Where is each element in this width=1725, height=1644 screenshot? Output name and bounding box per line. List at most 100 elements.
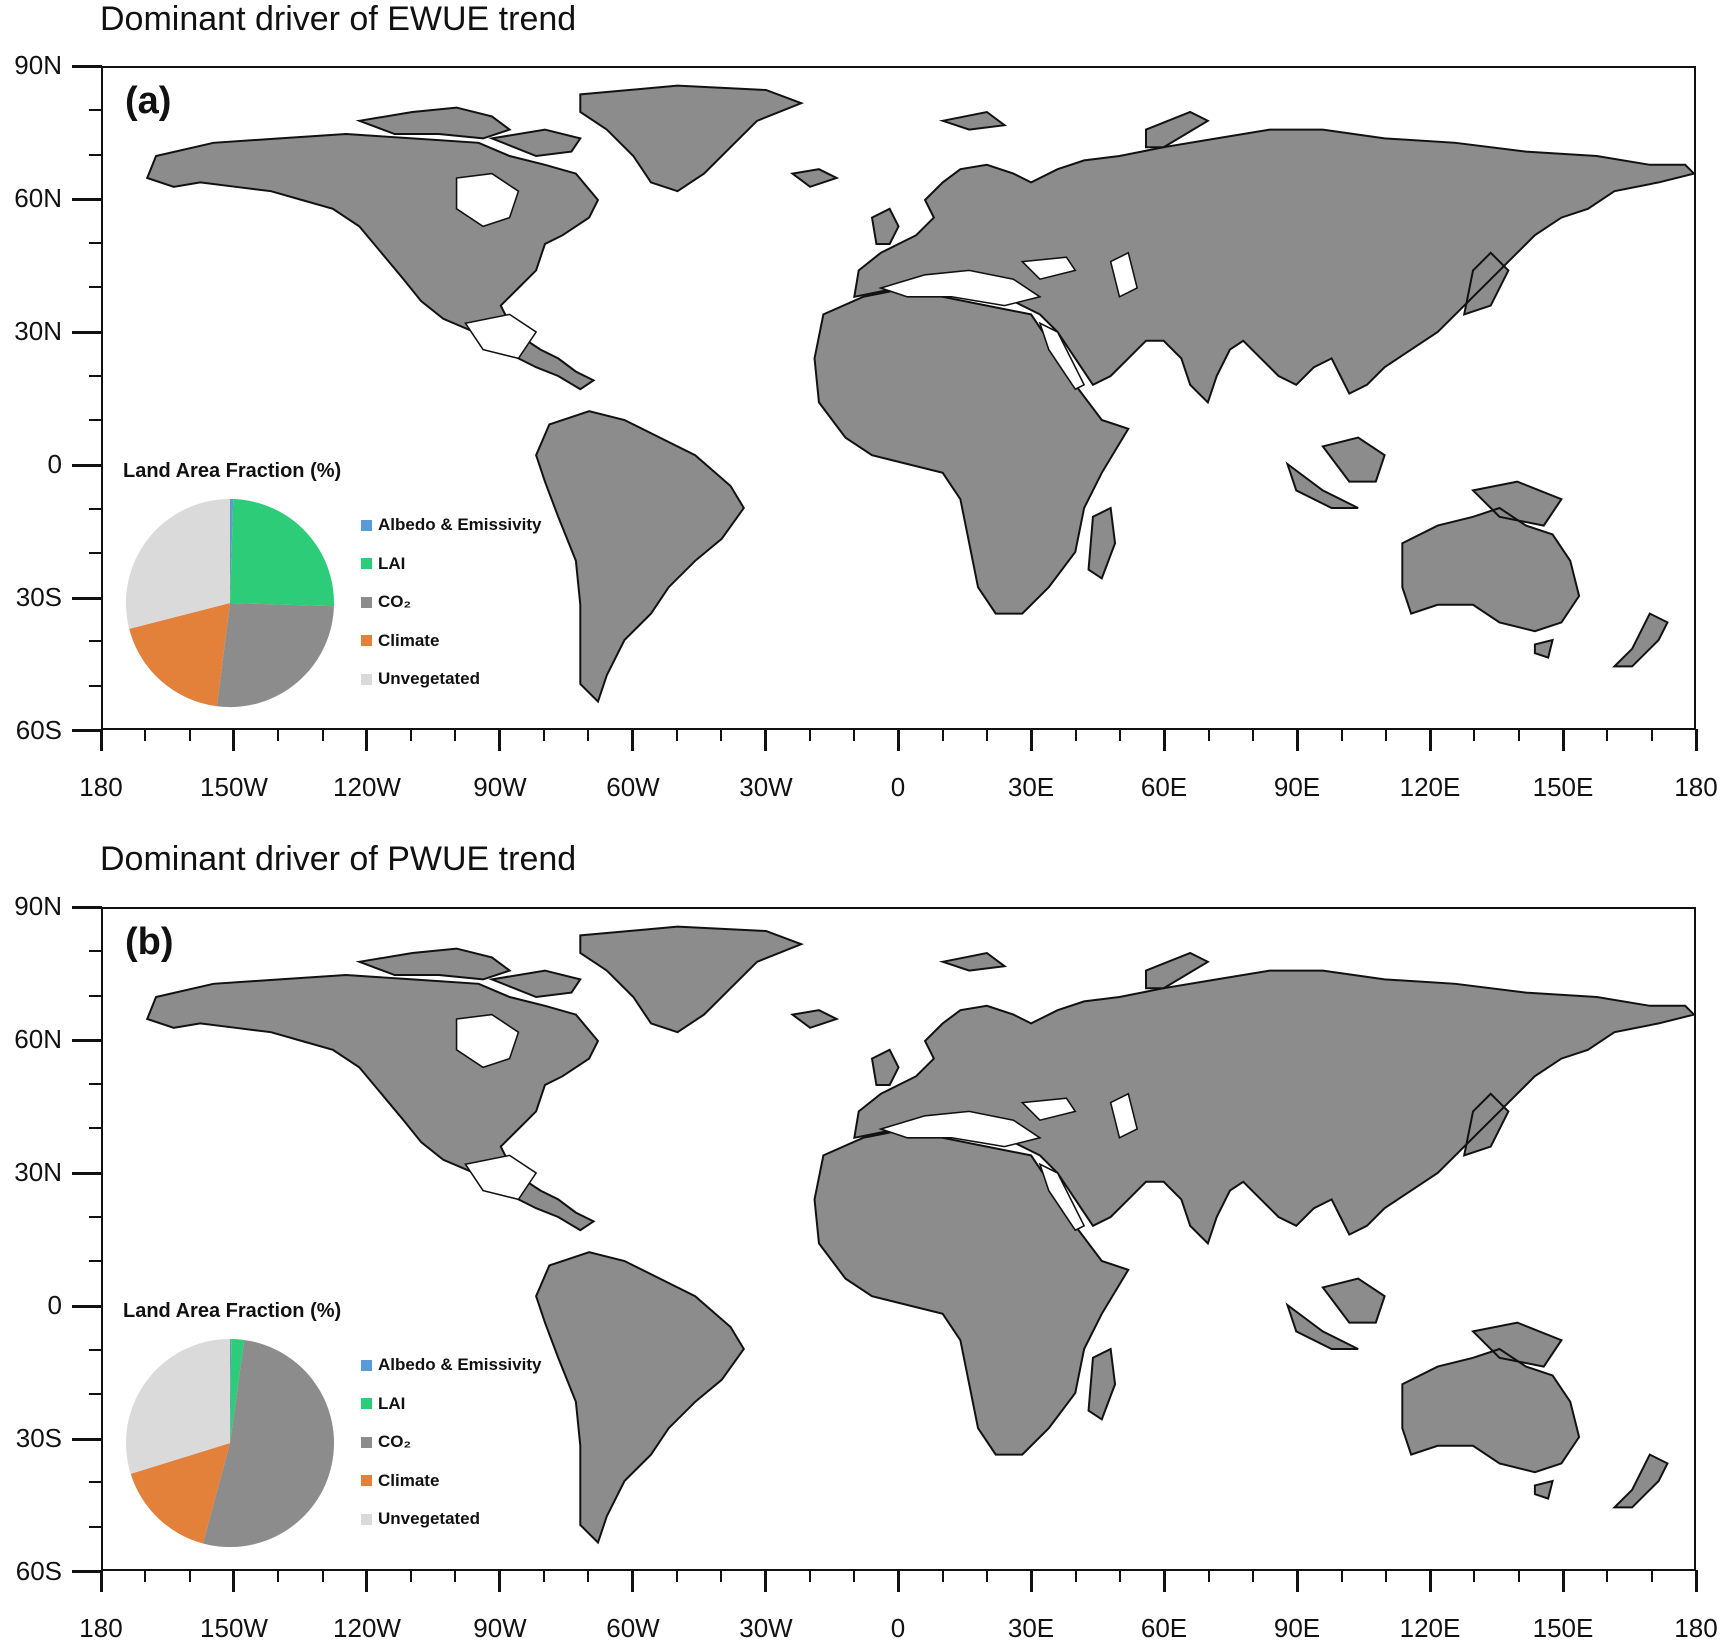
x-minor-tick — [1251, 1570, 1254, 1582]
x-tick-label: 60W — [606, 1613, 660, 1643]
x-minor-tick — [277, 1570, 280, 1582]
x-tick-label: 180 — [79, 1613, 123, 1643]
y-major-tick — [72, 198, 102, 201]
x-minor-tick — [1207, 1570, 1210, 1582]
x-major-tick — [1295, 729, 1299, 751]
x-tick-label: 90E — [1273, 772, 1321, 802]
x-minor-tick — [188, 1570, 191, 1582]
x-minor-tick — [1074, 1570, 1077, 1582]
y-major-tick — [72, 1172, 102, 1175]
x-minor-tick — [587, 729, 590, 741]
x-major-tick — [1029, 1570, 1033, 1592]
y-tick-label: 60S — [15, 715, 62, 745]
legend-label: CO₂ — [378, 1432, 412, 1452]
y-tick-label: 30N — [14, 1157, 62, 1187]
swatch-climate-icon — [361, 1475, 372, 1487]
x-tick-label: 150E — [1532, 1613, 1594, 1643]
y-tick-label: 60N — [14, 1024, 62, 1054]
x-tick-label: 150E — [1532, 772, 1594, 802]
x-minor-tick — [1606, 1570, 1609, 1582]
y-minor-tick — [89, 109, 101, 112]
x-tick-label: 120E — [1399, 772, 1461, 802]
x-major-tick — [1428, 1570, 1432, 1592]
y-minor-tick — [89, 1525, 101, 1528]
legend-label: CO₂ — [378, 592, 412, 612]
y-tick-label: 30S — [15, 582, 62, 612]
x-minor-tick — [1251, 729, 1254, 741]
x-tick-label: 180 — [79, 772, 123, 802]
x-minor-tick — [941, 1570, 944, 1582]
legend-item-lai: LAI — [361, 1385, 541, 1424]
y-major-tick — [72, 1305, 102, 1308]
x-tick-label: 120W — [333, 1613, 401, 1643]
x-minor-tick — [1473, 1570, 1476, 1582]
x-minor-tick — [1340, 1570, 1343, 1582]
map-plot-a: (a) Land Area Fraction (%) Albedo & Emis… — [101, 66, 1696, 730]
x-minor-tick — [720, 729, 723, 741]
y-major-tick — [72, 464, 102, 467]
panel-a-title: Dominant driver of EWUE trend — [100, 0, 577, 38]
panel-b: Dominant driver of PWUE trend 90N 60N 30… — [0, 840, 1725, 1644]
x-tick-label: 120E — [1399, 1613, 1461, 1643]
x-minor-tick — [675, 1570, 678, 1582]
pie-chart-a — [125, 498, 334, 708]
x-major-tick — [1694, 1570, 1698, 1592]
y-tick-label: 90N — [14, 50, 62, 80]
x-tick-label: 60E — [1140, 1613, 1188, 1643]
x-minor-tick — [144, 1570, 147, 1582]
swatch-climate-icon — [361, 635, 372, 647]
x-tick-label: 90E — [1273, 1613, 1321, 1643]
y-tick-label: 0 — [47, 1290, 62, 1320]
pie-title: Land Area Fraction (%) — [123, 460, 342, 482]
x-tick-label: 150W — [200, 1613, 268, 1643]
legend-label: Unvegetated — [378, 1509, 481, 1529]
x-major-tick — [365, 729, 369, 751]
x-tick-label: 0 — [890, 1613, 906, 1643]
y-minor-tick — [89, 419, 101, 422]
x-minor-tick — [1650, 729, 1653, 741]
y-tick-label: 30S — [15, 1423, 62, 1453]
y-minor-tick — [89, 640, 101, 643]
x-tick-label: 60E — [1140, 772, 1188, 802]
y-major-tick — [72, 1570, 102, 1573]
x-tick-label: 30W — [739, 772, 793, 802]
x-major-tick — [897, 1570, 900, 1592]
swatch-co2-icon — [361, 1436, 372, 1448]
panel-letter-a: (a) — [125, 80, 172, 122]
x-major-tick — [498, 1570, 502, 1592]
legend-item-climate: Climate — [361, 622, 541, 661]
x-minor-tick — [1074, 729, 1077, 741]
legend-item-co2: CO₂ — [361, 1423, 541, 1462]
x-minor-tick — [1650, 1570, 1653, 1582]
y-minor-tick — [89, 1083, 101, 1086]
x-tick-label: 0 — [890, 772, 906, 802]
x-tick-label: 180 — [1674, 1613, 1718, 1643]
y-minor-tick — [89, 1215, 101, 1218]
y-minor-tick — [89, 1348, 101, 1351]
x-major-tick — [764, 1570, 768, 1592]
x-minor-tick — [1119, 1570, 1122, 1582]
x-major-tick — [1561, 1570, 1565, 1592]
y-minor-tick — [89, 684, 101, 687]
x-minor-tick — [321, 729, 324, 741]
x-tick-label: 30E — [1007, 1613, 1055, 1643]
x-minor-tick — [1384, 729, 1387, 741]
x-minor-tick — [853, 1570, 856, 1582]
x-minor-tick — [853, 729, 856, 741]
swatch-unvegetated-icon — [361, 673, 372, 685]
legend-item-co2: CO₂ — [361, 583, 541, 622]
x-minor-tick — [1473, 729, 1476, 741]
y-minor-tick — [89, 1127, 101, 1130]
x-major-tick — [631, 1570, 635, 1592]
x-minor-tick — [144, 729, 147, 741]
x-minor-tick — [808, 729, 811, 741]
swatch-albedo-icon — [361, 1359, 372, 1371]
y-minor-tick — [89, 994, 101, 997]
y-minor-tick — [89, 1481, 101, 1484]
x-tick-label: 60W — [606, 772, 660, 802]
x-major-tick — [99, 729, 103, 751]
y-minor-tick — [89, 507, 101, 510]
x-minor-tick — [941, 729, 944, 741]
x-minor-tick — [1517, 729, 1520, 741]
x-major-tick — [498, 729, 502, 751]
